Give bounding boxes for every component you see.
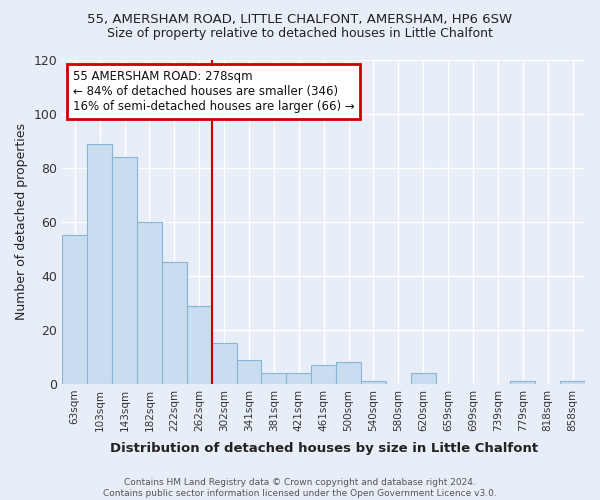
- Bar: [286, 373, 311, 384]
- Bar: [212, 344, 236, 384]
- Bar: [162, 262, 187, 384]
- Y-axis label: Number of detached properties: Number of detached properties: [15, 124, 28, 320]
- Text: 55 AMERSHAM ROAD: 278sqm
← 84% of detached houses are smaller (346)
16% of semi-: 55 AMERSHAM ROAD: 278sqm ← 84% of detach…: [73, 70, 355, 112]
- Bar: [137, 222, 162, 384]
- Text: Size of property relative to detached houses in Little Chalfont: Size of property relative to detached ho…: [107, 28, 493, 40]
- Bar: [236, 360, 262, 384]
- Bar: [336, 362, 361, 384]
- Bar: [311, 365, 336, 384]
- Bar: [560, 381, 585, 384]
- Bar: [262, 373, 286, 384]
- Text: 55, AMERSHAM ROAD, LITTLE CHALFONT, AMERSHAM, HP6 6SW: 55, AMERSHAM ROAD, LITTLE CHALFONT, AMER…: [88, 12, 512, 26]
- Bar: [361, 381, 386, 384]
- Bar: [511, 381, 535, 384]
- Text: Contains HM Land Registry data © Crown copyright and database right 2024.
Contai: Contains HM Land Registry data © Crown c…: [103, 478, 497, 498]
- X-axis label: Distribution of detached houses by size in Little Chalfont: Distribution of detached houses by size …: [110, 442, 538, 455]
- Bar: [411, 373, 436, 384]
- Bar: [112, 157, 137, 384]
- Bar: [62, 236, 87, 384]
- Bar: [87, 144, 112, 384]
- Bar: [187, 306, 212, 384]
